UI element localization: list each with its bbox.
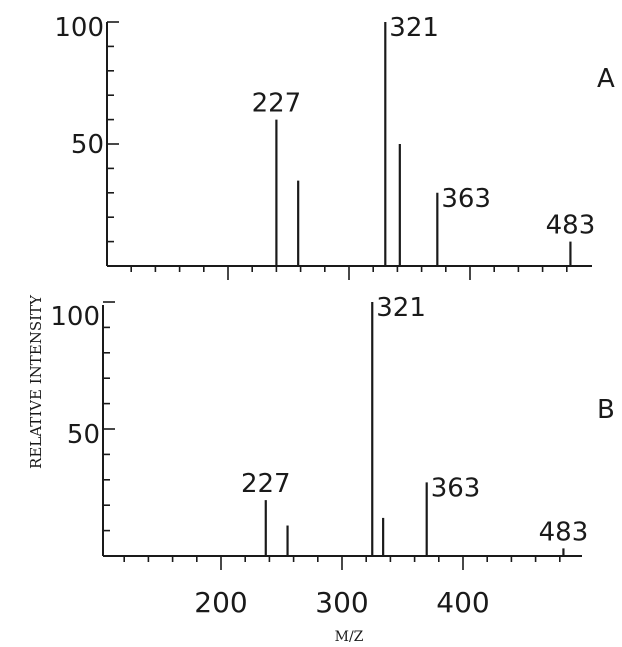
panel-a-peaks: 227 321 363 483 xyxy=(252,13,596,266)
y-axis-label: RELATIVE INTENSITY xyxy=(27,294,45,469)
panel-a-y-tick-100: 100 xyxy=(54,13,104,43)
panel-b-label: B xyxy=(597,395,615,425)
panel-a: 100 50 A 227 321 363 483 xyxy=(54,13,615,280)
panel-b-x-ticks xyxy=(123,556,561,570)
peak-label: 227 xyxy=(252,89,302,119)
peak-label: 483 xyxy=(546,211,596,241)
x-axis-label: M/Z xyxy=(335,629,364,645)
panel-b: 100 50 B 227 321 363 483 xyxy=(50,293,615,570)
peak-label: 363 xyxy=(441,184,491,214)
x-tick-label-400: 400 xyxy=(436,586,489,619)
x-tick-label-200: 200 xyxy=(194,586,247,619)
peak-label: 483 xyxy=(539,517,589,547)
x-tick-label-300: 300 xyxy=(315,586,368,619)
peak-label: 227 xyxy=(241,469,291,499)
panel-b-y-tick-50: 50 xyxy=(67,420,100,450)
panel-b-y-ticks xyxy=(103,301,115,532)
panel-a-y-ticks xyxy=(107,21,119,243)
panel-a-y-tick-50: 50 xyxy=(71,130,104,160)
panel-b-peaks: 227 321 363 483 xyxy=(241,293,588,556)
panel-a-x-ticks xyxy=(130,266,568,280)
peak-label: 321 xyxy=(389,13,439,43)
panel-a-label: A xyxy=(597,64,615,94)
peak-label: 363 xyxy=(431,473,481,503)
panel-b-y-tick-100: 100 xyxy=(50,302,100,332)
peak-label: 321 xyxy=(376,293,426,323)
